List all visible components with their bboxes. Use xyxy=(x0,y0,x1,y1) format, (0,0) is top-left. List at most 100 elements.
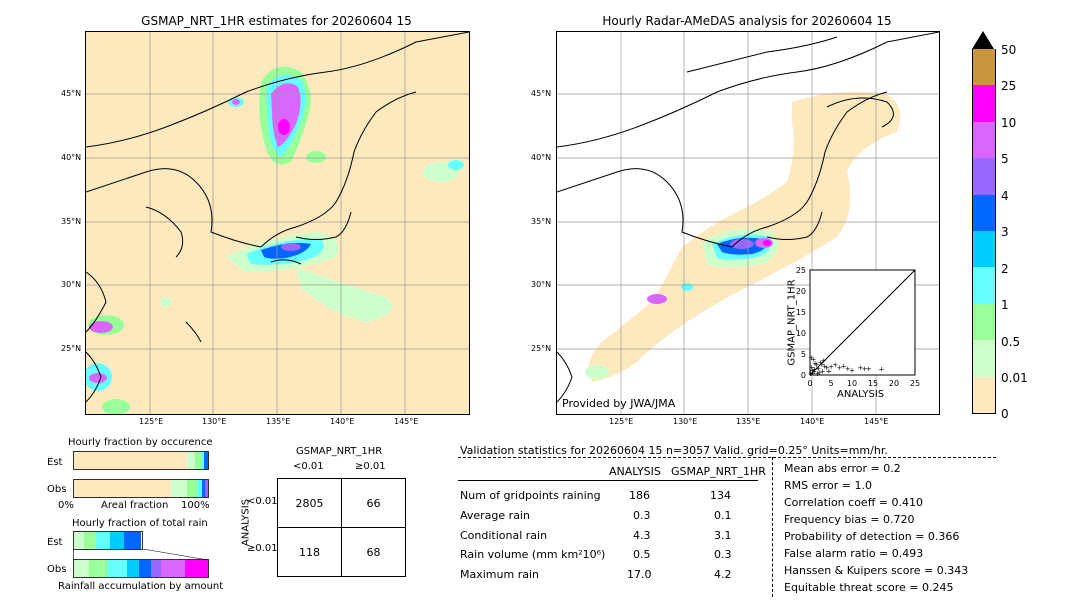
scatter-point: + xyxy=(821,357,827,365)
left-map-panel xyxy=(85,31,470,415)
occurrence-axis-100: 100% xyxy=(181,500,210,511)
colorbar-segment xyxy=(972,121,996,159)
scatter-ytick-label: 25 xyxy=(796,266,806,275)
left-lon-135: 135°E xyxy=(266,417,291,426)
scatter-diagonal xyxy=(809,269,916,376)
colorbar-segment xyxy=(972,267,996,305)
left-lat-25: 25°N xyxy=(61,344,82,353)
scatter-point: + xyxy=(826,368,832,376)
score-far: False alarm ratio = 0.493 xyxy=(784,547,924,560)
scatter-ylabel: GSMAP_NRT_1HR xyxy=(786,279,798,366)
occurrence-est-label: Est xyxy=(47,457,63,468)
colorbar-segment xyxy=(972,85,996,123)
total-rain-obs-label: Obs xyxy=(47,564,67,575)
left-lat-35: 35°N xyxy=(61,217,82,226)
validation-row-gsmap: 134 xyxy=(710,489,731,502)
scatter-ytick-label: 15 xyxy=(796,308,806,317)
scatter-xtick-label: 15 xyxy=(868,379,878,388)
left-lon-145: 145°E xyxy=(394,417,419,426)
scatter-point: + xyxy=(819,361,825,369)
scatter-point: + xyxy=(822,362,828,370)
left-lat-30: 30°N xyxy=(61,280,82,289)
right-lon-135: 135°E xyxy=(736,417,761,426)
total-rain-bars xyxy=(73,531,209,578)
colorbar-segment xyxy=(972,376,996,415)
scatter-inset: +++++++++++++++ +++ ++++++++++++ 0 5 10 15 20 2… xyxy=(796,266,920,388)
contingency-table: 2805 66 118 68 xyxy=(277,478,406,577)
left-map-plot xyxy=(86,32,469,414)
contingency-row-lt: <0.01 xyxy=(247,496,278,507)
scatter-xtick-label: 25 xyxy=(910,379,920,388)
contingency-col-ge: ≥0.01 xyxy=(355,461,386,472)
scatter-point: + xyxy=(815,365,821,373)
scatter-point: + xyxy=(812,360,818,368)
right-lat-45: 45°N xyxy=(531,89,552,98)
validation-row-analysis: 4.3 xyxy=(633,529,651,542)
colorbar-segment xyxy=(972,49,996,86)
scatter-xtick-label: 5 xyxy=(828,379,833,388)
right-grid xyxy=(557,32,939,414)
left-grid xyxy=(86,32,469,414)
scatter-point: + xyxy=(828,363,834,371)
validation-scores-divider xyxy=(772,457,773,597)
scatter-point: + xyxy=(811,368,817,376)
scatter-xtick-label: 20 xyxy=(889,379,899,388)
contingency-row-ge: ≥0.01 xyxy=(247,543,278,554)
validation-row-analysis: 186 xyxy=(629,489,650,502)
scatter-point: + xyxy=(812,366,818,374)
scatter-xtick-label: 0 xyxy=(807,379,812,388)
score-freq-bias: Frequency bias = 0.720 xyxy=(784,513,915,526)
contingency-cell-22: 68 xyxy=(341,527,406,577)
scatter-point: + xyxy=(818,359,824,367)
validation-row-label: Average rain xyxy=(460,509,530,522)
scatter-point: + xyxy=(808,370,814,378)
validation-row-label: Rain volume (mm km²10⁶) xyxy=(460,548,606,561)
score-rmse: RMS error = 1.0 xyxy=(784,479,872,492)
colorbar-segment xyxy=(972,158,996,196)
contingency-title: GSMAP_NRT_1HR xyxy=(296,446,383,457)
left-lon-140: 140°E xyxy=(330,417,355,426)
right-lat-30: 30°N xyxy=(531,280,552,289)
left-map-title: GSMAP_NRT_1HR estimates for 20260604 15 xyxy=(141,14,412,28)
scatter-point: + xyxy=(810,356,816,364)
total-rain-est-label: Est xyxy=(47,537,63,548)
right-lon-140: 140°E xyxy=(800,417,825,426)
scatter-point: + xyxy=(808,354,814,362)
cb-label-0.5: 0.5 xyxy=(1001,335,1021,349)
scatter-point: + xyxy=(832,361,838,369)
cb-label-0: 0 xyxy=(1001,407,1009,421)
validation-divider xyxy=(458,457,996,458)
right-lat-25: 25°N xyxy=(531,344,552,353)
occurrence-axis-0: 0% xyxy=(58,500,74,511)
scatter-xtick-label: 10 xyxy=(847,379,857,388)
validation-header: Validation statistics for 20260604 15 n=… xyxy=(460,444,888,457)
validation-row-gsmap: 3.1 xyxy=(714,529,732,542)
scatter-point: + xyxy=(810,369,816,377)
right-lon-130: 130°E xyxy=(673,417,698,426)
colorbar-extend-arrow xyxy=(972,31,994,49)
cb-label-50: 50 xyxy=(1001,43,1017,57)
colorbar-segment xyxy=(972,340,996,378)
scatter-point: + xyxy=(857,364,863,372)
cb-label-1: 1 xyxy=(1001,298,1009,312)
validation-row-gsmap: 0.3 xyxy=(714,548,732,561)
scatter-point: + xyxy=(849,366,855,374)
scatter-point: + xyxy=(845,365,851,373)
scatter-point: + xyxy=(824,364,830,372)
scatter-point: + xyxy=(862,365,868,373)
right-lat-35: 35°N xyxy=(531,217,552,226)
scatter-xticks: 0 5 10 15 20 25 xyxy=(807,379,920,388)
contingency-cell-11: 2805 xyxy=(277,478,342,528)
right-coastline xyxy=(557,32,939,403)
scatter-ytick-label: 5 xyxy=(801,350,806,359)
occurrence-title: Hourly fraction by occurence xyxy=(68,437,213,448)
total-rain-axis-label: Rainfall accumulation by amount xyxy=(58,581,224,592)
occurrence-obs-label: Obs xyxy=(47,484,67,495)
left-lon-125: 125°E xyxy=(139,417,164,426)
scatter-point: + xyxy=(815,370,821,378)
scatter-ytick-label: 0 xyxy=(801,371,806,380)
left-precip-layer xyxy=(86,66,464,414)
cb-label-5: 5 xyxy=(1001,152,1009,166)
right-lon-145: 145°E xyxy=(864,417,889,426)
validation-row-label: Num of gridpoints raining xyxy=(460,489,601,502)
